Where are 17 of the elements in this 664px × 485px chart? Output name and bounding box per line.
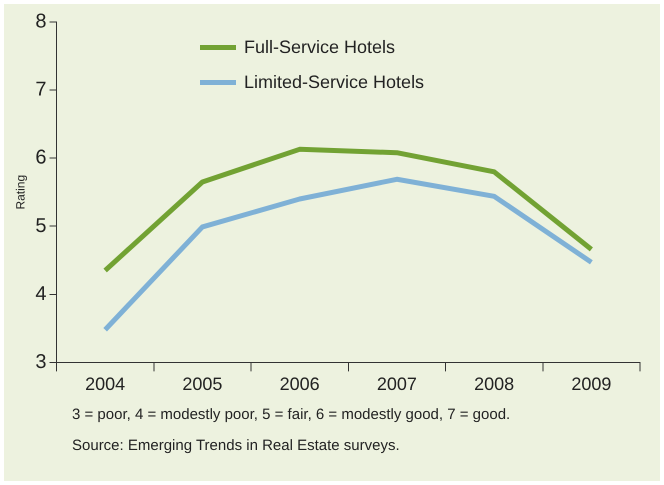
y-tick-label: 7: [35, 78, 47, 101]
text: 3 = poor, 4 = modestly poor, 5 = fair, 6 = modestly good, 7 = good.: [72, 406, 510, 423]
y-tick-label: 5: [35, 214, 47, 237]
x-tick-label: 2004: [85, 374, 126, 394]
source-note: Source: Emerging Trends in Real Estate surveys.: [72, 437, 401, 454]
y-tick-label: 8: [35, 10, 47, 33]
x-tick-label: 2005: [182, 374, 222, 394]
x-tick-label: 2007: [376, 374, 417, 394]
y-tick-label: 6: [35, 146, 47, 169]
legend-label: Limited-Service Hotels: [244, 72, 424, 93]
x-tick-label: 2009: [571, 374, 612, 394]
x-tick-label: 2006: [280, 374, 320, 394]
x-tick-label: 2008: [474, 374, 514, 394]
y-axis-title: Rating: [14, 174, 28, 210]
y-tick-label: 4: [35, 282, 47, 305]
legend-label: Full-Service Hotels: [244, 37, 396, 58]
y-tick-label: 3: [35, 350, 47, 373]
